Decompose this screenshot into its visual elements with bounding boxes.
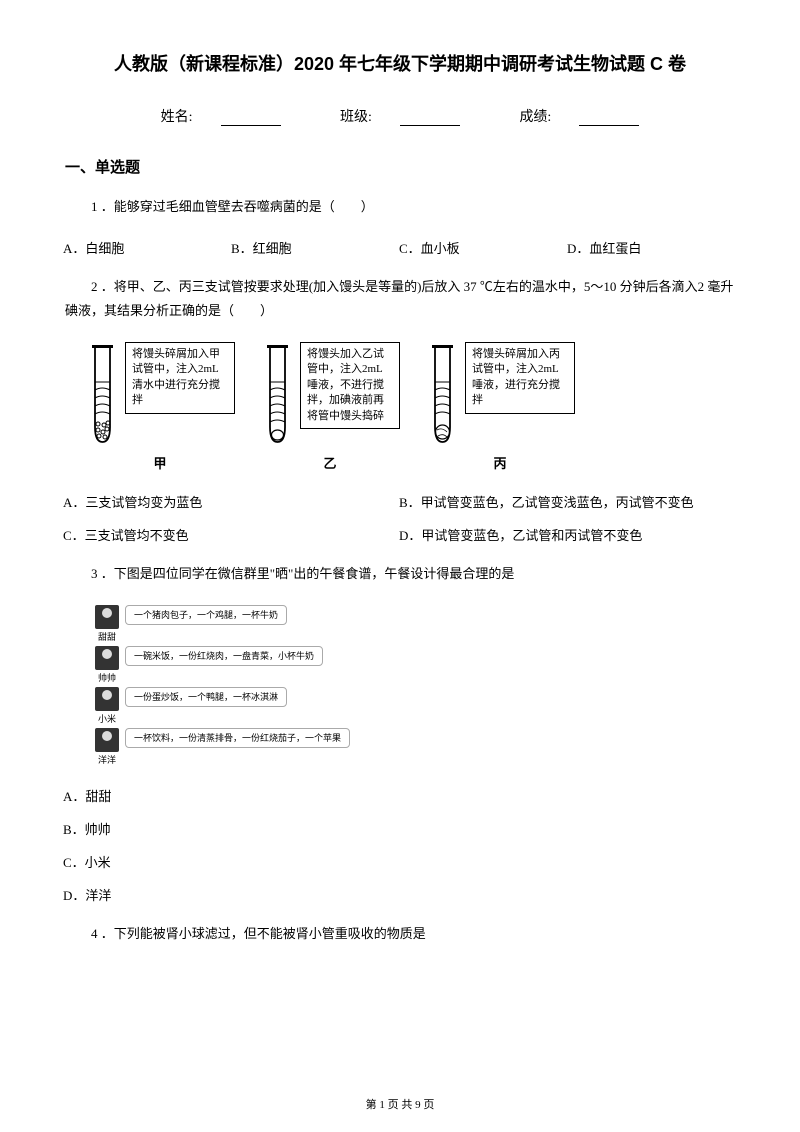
q3-option-a: A．甜甜 (63, 786, 735, 805)
q3-option-b: B．帅帅 (63, 819, 735, 838)
score-label: 成绩: (505, 110, 653, 125)
q1-option-c: C．血小板 (399, 238, 567, 257)
chat-bubble: 一份蛋炒饭，一个鸭腿，一杯冰淇淋 (125, 687, 287, 708)
tube-yi-desc: 将馒头加入乙试管中，注入2mL唾液，不进行搅拌，加碘液前再将管中馒头捣碎 (300, 342, 400, 429)
question-1-options: A．白细胞 B．红细胞 C．血小板 D．血红蛋白 (63, 238, 735, 257)
question-2: 2 ．将甲、乙、丙三支试管按要求处理(加入馒头是等量的)后放入 37 ℃左右的温… (65, 275, 735, 324)
q2-option-b: B．甲试管变蓝色，乙试管变浅蓝色，丙试管不变色 (399, 492, 735, 511)
question-4: 4 ．下列能被肾小球滤过，但不能被肾小管重吸收的物质是 (65, 922, 735, 947)
chat-row-4: 洋洋 一杯饮料，一份清蒸排骨，一份红烧茄子，一个苹果 (95, 728, 375, 766)
section-1-title: 一、单选题 (65, 156, 735, 177)
wechat-diagram: 甜甜 一个猪肉包子，一个鸡腿，一杯牛奶 帅帅 一碗米饭，一份红烧肉，一盘青菜，小… (95, 605, 375, 766)
tube-jia-label: 甲 (153, 453, 166, 472)
q1-option-a: A．白细胞 (63, 238, 231, 257)
name-label: 姓名: (147, 110, 295, 125)
tube-yi-label: 乙 (323, 453, 336, 472)
tube-jia-icon (85, 342, 120, 447)
avatar-icon (95, 728, 119, 752)
question-1: 1 ．能够穿过毛细血管壁去吞噬病菌的是（ ） (65, 195, 735, 220)
q1-option-d: D．血红蛋白 (567, 238, 735, 257)
q1-option-b: B．红细胞 (231, 238, 399, 257)
student-info-line: 姓名: 班级: 成绩: (65, 106, 735, 126)
tube-bing-icon (425, 342, 460, 447)
chat-row-1: 甜甜 一个猪肉包子，一个鸡腿，一杯牛奶 (95, 605, 375, 643)
tube-jia-desc: 将馒头碎屑加入甲试管中，注入2mL清水中进行充分搅拌 (125, 342, 235, 414)
question-3-options: A．甜甜 B．帅帅 C．小米 D．洋洋 (63, 786, 735, 904)
avatar-icon (95, 646, 119, 670)
q2-option-c: C．三支试管均不变色 (63, 525, 399, 544)
question-3: 3 ．下图是四位同学在微信群里"晒"出的午餐食谱，午餐设计得最合理的是 (65, 562, 735, 587)
q3-option-c: C．小米 (63, 852, 735, 871)
avatar-icon (95, 605, 119, 629)
tube-bing: 将馒头碎屑加入丙试管中，注入2mL唾液，进行充分搅拌 丙 (425, 342, 575, 472)
chat-bubble: 一个猪肉包子，一个鸡腿，一杯牛奶 (125, 605, 287, 626)
page-footer: 第 1 页 共 9 页 (0, 1096, 800, 1112)
tube-yi-icon (260, 342, 295, 447)
exam-title: 人教版（新课程标准）2020 年七年级下学期期中调研考试生物试题 C 卷 (65, 50, 735, 76)
class-label: 班级: (326, 110, 474, 125)
chat-row-2: 帅帅 一碗米饭，一份红烧肉，一盘青菜，小杯牛奶 (95, 646, 375, 684)
avatar-icon (95, 687, 119, 711)
q2-option-a: A．三支试管均变为蓝色 (63, 492, 399, 511)
q2-option-d: D．甲试管变蓝色，乙试管和丙试管不变色 (399, 525, 735, 544)
test-tube-diagram: 将馒头碎屑加入甲试管中，注入2mL清水中进行充分搅拌 甲 将馒头加入乙试管中，注… (85, 342, 735, 472)
tube-jia: 将馒头碎屑加入甲试管中，注入2mL清水中进行充分搅拌 甲 (85, 342, 235, 472)
question-2-options: A．三支试管均变为蓝色 B．甲试管变蓝色，乙试管变浅蓝色，丙试管不变色 C．三支… (63, 492, 735, 544)
tube-bing-label: 丙 (493, 453, 506, 472)
tube-bing-desc: 将馒头碎屑加入丙试管中，注入2mL唾液，进行充分搅拌 (465, 342, 575, 414)
chat-bubble: 一碗米饭，一份红烧肉，一盘青菜，小杯牛奶 (125, 646, 323, 667)
tube-yi: 将馒头加入乙试管中，注入2mL唾液，不进行搅拌，加碘液前再将管中馒头捣碎 乙 (260, 342, 400, 472)
q3-option-d: D．洋洋 (63, 885, 735, 904)
chat-bubble: 一杯饮料，一份清蒸排骨，一份红烧茄子，一个苹果 (125, 728, 350, 749)
chat-row-3: 小米 一份蛋炒饭，一个鸭腿，一杯冰淇淋 (95, 687, 375, 725)
